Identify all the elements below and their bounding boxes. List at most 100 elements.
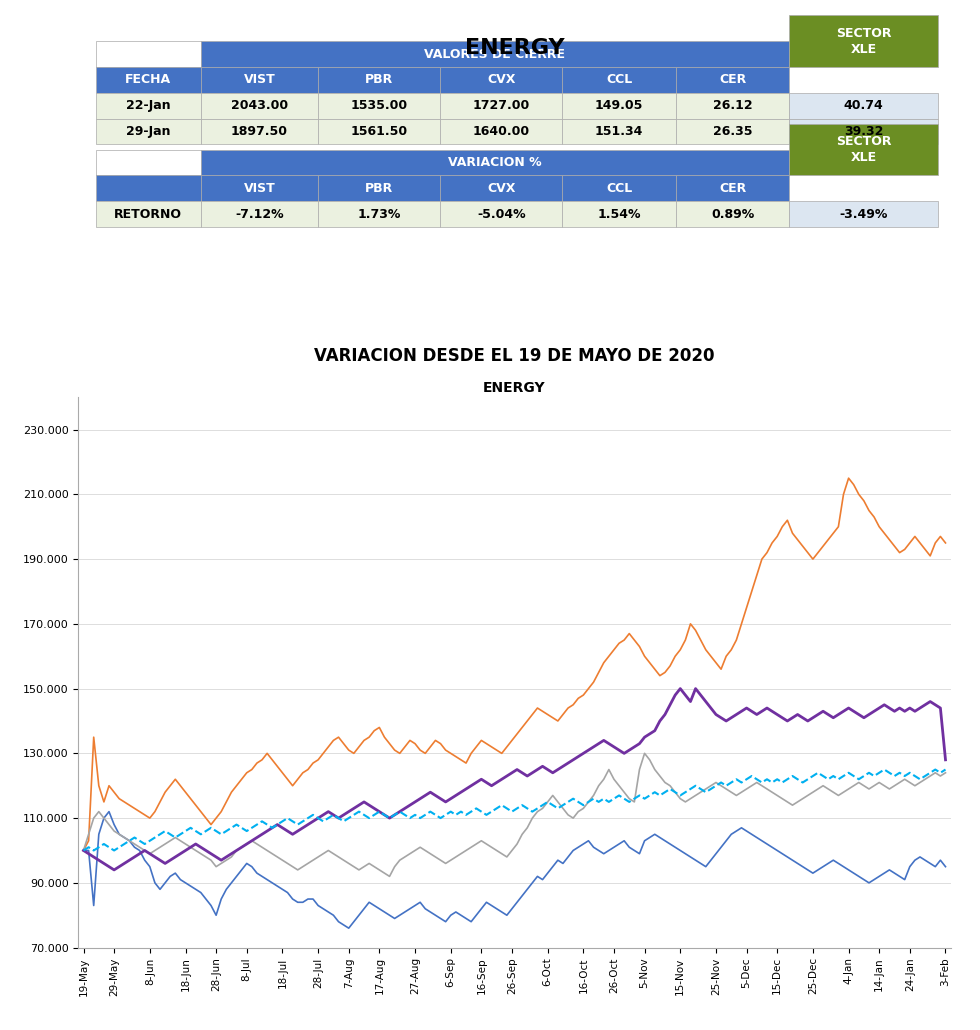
CVX	[940, 766, 952, 779]
Bar	[318, 118, 440, 144]
Text: 26.35: 26.35	[712, 125, 753, 138]
Text: 1640.00: 1640.00	[473, 125, 530, 138]
Text: -7.12%: -7.12%	[235, 208, 283, 220]
VIST	[542, 867, 554, 880]
CVX	[383, 870, 395, 883]
PBR	[940, 537, 952, 549]
Line: CCL: CCL	[83, 689, 946, 870]
Text: 39.32: 39.32	[844, 125, 883, 138]
CER	[940, 763, 952, 776]
Text: CER: CER	[719, 73, 746, 87]
CVX	[639, 747, 651, 759]
CCL	[496, 774, 508, 786]
Text: 40.74: 40.74	[844, 99, 883, 112]
Bar	[318, 67, 440, 93]
Text: ENERGY: ENERGY	[465, 38, 564, 58]
Text: 29-Jan: 29-Jan	[125, 125, 171, 138]
Text: PBR: PBR	[366, 181, 393, 195]
Text: 0.89%: 0.89%	[710, 208, 755, 220]
Text: 1.54%: 1.54%	[598, 208, 641, 220]
PBR	[496, 747, 508, 759]
Bar	[676, 175, 789, 201]
Bar	[440, 118, 563, 144]
Bar	[563, 118, 676, 144]
CVX	[501, 851, 513, 863]
Line: PBR: PBR	[83, 478, 946, 851]
Text: VIST: VIST	[243, 181, 275, 195]
Title: ENERGY: ENERGY	[483, 381, 546, 394]
Bar	[440, 93, 563, 118]
Text: SECTOR
XLE: SECTOR XLE	[836, 135, 891, 164]
CCL	[77, 845, 89, 857]
Bar	[789, 93, 938, 118]
CVX	[496, 848, 508, 860]
Text: PBR: PBR	[366, 73, 393, 87]
Text: 26.12: 26.12	[712, 99, 753, 112]
Text: VIST: VIST	[243, 73, 275, 87]
Bar	[201, 93, 318, 118]
Bar	[789, 124, 938, 175]
Bar	[440, 175, 563, 201]
CCL	[108, 864, 120, 877]
PBR	[853, 488, 864, 501]
Bar	[440, 201, 563, 227]
Bar	[201, 41, 789, 67]
CER	[878, 763, 890, 776]
CER	[848, 769, 859, 782]
CCL	[404, 799, 416, 812]
Bar	[789, 201, 938, 227]
Bar	[96, 41, 201, 67]
Text: CER: CER	[719, 181, 746, 195]
CCL	[858, 712, 870, 724]
Bar	[563, 201, 676, 227]
PBR	[843, 472, 855, 484]
Line: VIST: VIST	[83, 812, 946, 928]
PBR	[399, 741, 411, 753]
PBR	[531, 701, 543, 714]
Bar	[96, 93, 201, 118]
Text: VARIACION DESDE EL 19 DE MAYO DE 2020: VARIACION DESDE EL 19 DE MAYO DE 2020	[315, 346, 714, 365]
CER	[200, 825, 212, 837]
Bar	[96, 67, 201, 93]
Bar	[201, 149, 789, 175]
VIST	[940, 860, 952, 872]
CCL	[940, 754, 952, 766]
VIST	[506, 902, 517, 915]
Text: 1535.00: 1535.00	[351, 99, 408, 112]
CVX	[200, 851, 212, 863]
Text: -3.49%: -3.49%	[839, 208, 888, 220]
VIST	[205, 899, 217, 912]
Text: SECTOR
XLE: SECTOR XLE	[836, 27, 891, 56]
Text: 22-Jan: 22-Jan	[125, 99, 171, 112]
CER	[491, 802, 503, 815]
PBR	[491, 744, 503, 756]
Text: CCL: CCL	[606, 73, 632, 87]
Text: 2043.00: 2043.00	[231, 99, 288, 112]
Bar	[563, 67, 676, 93]
CVX	[537, 802, 549, 815]
Text: CVX: CVX	[487, 73, 515, 87]
Bar	[789, 15, 938, 67]
Text: 1.73%: 1.73%	[358, 208, 401, 220]
VIST	[410, 899, 421, 912]
CER	[531, 802, 543, 815]
Text: RETORNO: RETORNO	[115, 208, 182, 220]
CCL	[674, 683, 686, 695]
CVX	[77, 845, 89, 857]
Text: VALORES DE CIERRE: VALORES DE CIERRE	[424, 47, 565, 61]
Bar	[318, 201, 440, 227]
Text: 1561.50: 1561.50	[351, 125, 408, 138]
Line: CVX: CVX	[83, 753, 946, 877]
Bar	[789, 118, 938, 144]
Bar	[676, 93, 789, 118]
Text: 1897.50: 1897.50	[231, 125, 288, 138]
CER	[77, 845, 89, 857]
Text: 149.05: 149.05	[595, 99, 643, 112]
Bar	[96, 149, 201, 175]
Bar	[676, 118, 789, 144]
Text: FECHA: FECHA	[125, 73, 172, 87]
Text: VARIACION %: VARIACION %	[448, 156, 542, 169]
Bar	[440, 67, 563, 93]
Text: -5.04%: -5.04%	[477, 208, 525, 220]
Bar	[676, 201, 789, 227]
